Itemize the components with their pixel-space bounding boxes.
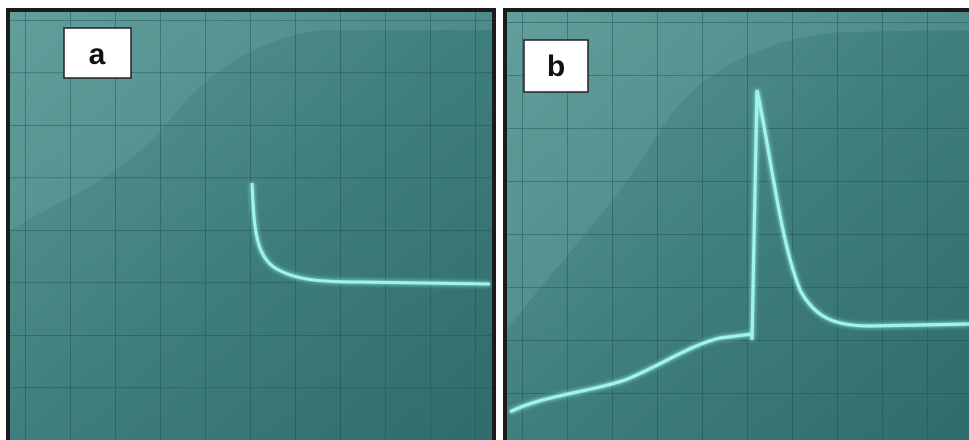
panel-b: b	[503, 8, 969, 440]
scope-photo: a b	[0, 0, 969, 440]
panel-a: a	[6, 8, 496, 440]
panel-label: b	[547, 50, 565, 83]
page: a b (() => { const data = JSON.parse(doc…	[0, 0, 969, 440]
panel-label: a	[89, 38, 106, 71]
